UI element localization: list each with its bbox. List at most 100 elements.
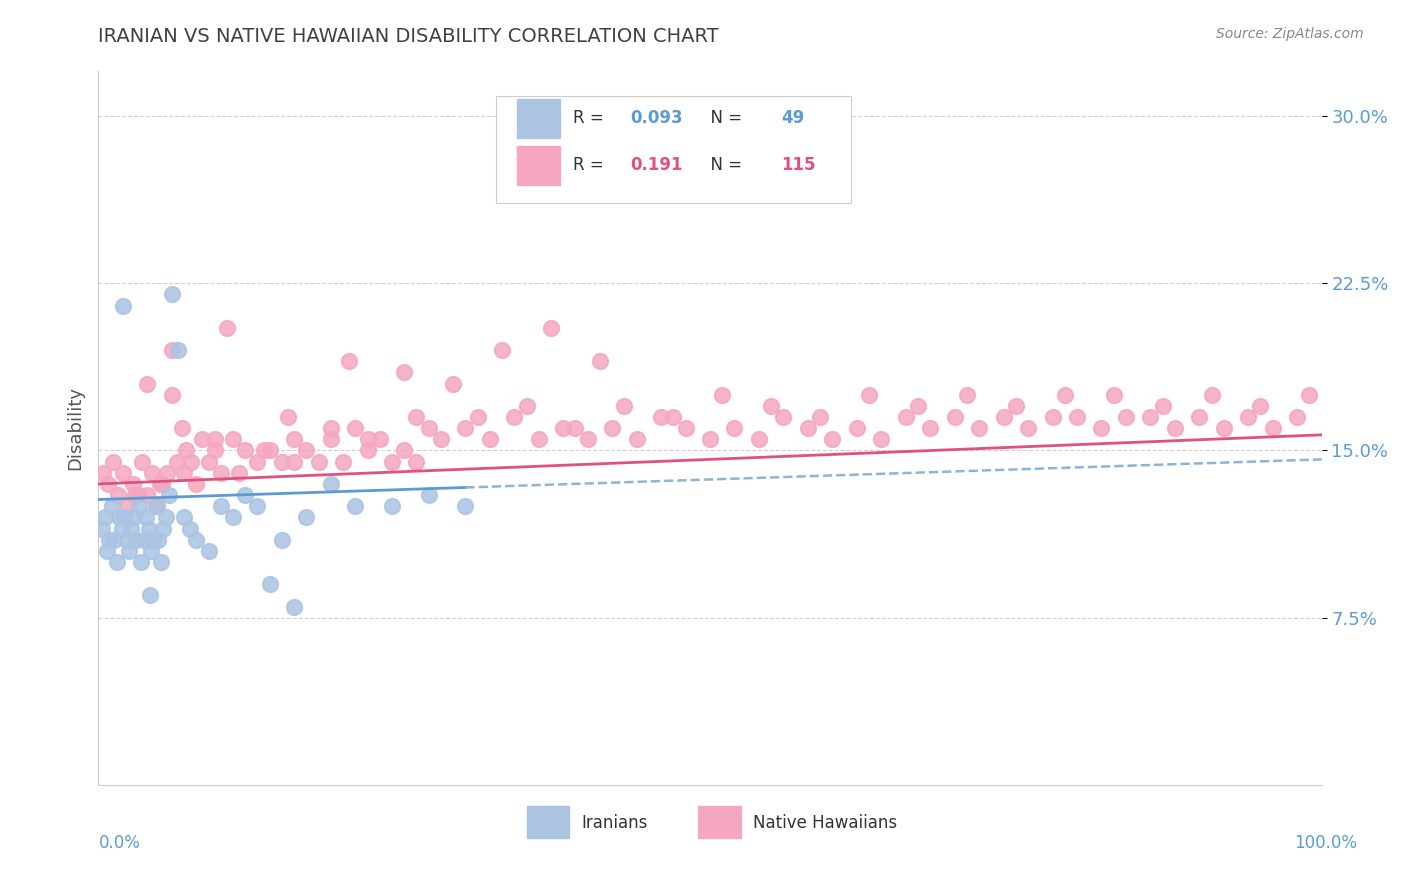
Text: IRANIAN VS NATIVE HAWAIIAN DISABILITY CORRELATION CHART: IRANIAN VS NATIVE HAWAIIAN DISABILITY CO… — [98, 27, 718, 45]
Text: Source: ZipAtlas.com: Source: ZipAtlas.com — [1216, 27, 1364, 41]
Point — [167, 343, 190, 358]
Point — [662, 410, 685, 425]
Bar — [517, 99, 560, 138]
Point — [344, 500, 367, 514]
Point — [107, 488, 129, 502]
Point — [956, 387, 979, 401]
Text: 100.0%: 100.0% — [1294, 834, 1357, 852]
Point — [1042, 410, 1064, 425]
Point — [160, 343, 183, 358]
Point — [173, 466, 195, 480]
Text: 0.093: 0.093 — [630, 109, 683, 128]
Point — [1164, 421, 1187, 435]
Point — [115, 533, 138, 547]
Point — [179, 521, 201, 535]
Point — [91, 466, 114, 480]
Point — [907, 399, 929, 413]
Point — [148, 533, 170, 547]
Point — [118, 543, 141, 558]
Point — [553, 421, 575, 435]
Point — [1115, 410, 1137, 425]
Point — [149, 555, 172, 569]
Point — [93, 510, 115, 524]
Point — [332, 455, 354, 469]
Point — [101, 500, 124, 514]
Point — [157, 488, 180, 502]
Point — [454, 421, 477, 435]
Point — [132, 533, 155, 547]
Point — [1004, 399, 1026, 413]
Point — [204, 432, 226, 446]
Point — [283, 599, 305, 614]
Point — [405, 455, 427, 469]
Point — [246, 455, 269, 469]
Point — [101, 455, 124, 469]
Point — [1261, 421, 1284, 435]
Point — [467, 410, 489, 425]
Point — [356, 432, 378, 446]
Point — [259, 577, 281, 591]
Point — [1053, 387, 1076, 401]
Bar — [517, 145, 560, 185]
Point — [176, 443, 198, 458]
Point — [454, 500, 477, 514]
Point — [103, 533, 125, 547]
Point — [125, 533, 148, 547]
Text: 0.0%: 0.0% — [98, 834, 141, 852]
Point — [170, 421, 193, 435]
Point — [155, 510, 177, 524]
Point — [319, 432, 342, 446]
Point — [129, 555, 152, 569]
Point — [1212, 421, 1234, 435]
Point — [173, 510, 195, 524]
Point — [222, 432, 245, 446]
Point — [967, 421, 990, 435]
Point — [117, 500, 139, 514]
Point — [319, 476, 342, 491]
Point — [111, 521, 134, 535]
Point — [145, 500, 167, 514]
Point — [105, 555, 128, 569]
Point — [228, 466, 250, 480]
Point — [150, 476, 173, 491]
Point — [111, 298, 134, 313]
Point — [675, 421, 697, 435]
Point — [1017, 421, 1039, 435]
Point — [858, 387, 880, 401]
Point — [650, 410, 672, 425]
Text: N =: N = — [700, 109, 748, 128]
Point — [392, 366, 416, 380]
Point — [139, 543, 162, 558]
Point — [1188, 410, 1211, 425]
Text: 115: 115 — [780, 156, 815, 174]
Point — [197, 455, 219, 469]
Text: Native Hawaiians: Native Hawaiians — [752, 814, 897, 831]
Point — [503, 410, 526, 425]
Point — [576, 432, 599, 446]
Point — [418, 421, 440, 435]
Point — [540, 320, 562, 334]
Point — [96, 543, 118, 558]
Point — [108, 510, 131, 524]
FancyBboxPatch shape — [496, 96, 851, 203]
Point — [197, 543, 219, 558]
Point — [1066, 410, 1088, 425]
Point — [894, 410, 917, 425]
Point — [270, 533, 294, 547]
Point — [283, 432, 305, 446]
Point — [191, 432, 214, 446]
Point — [124, 488, 146, 502]
Point — [131, 455, 153, 469]
Point — [589, 354, 612, 368]
Point — [761, 399, 783, 413]
Point — [160, 387, 183, 401]
Point — [723, 421, 745, 435]
Point — [233, 488, 256, 502]
Point — [441, 376, 464, 391]
Point — [283, 455, 305, 469]
Point — [121, 476, 143, 491]
Point — [152, 521, 174, 535]
Point — [1298, 387, 1320, 401]
Point — [156, 466, 179, 480]
Point — [146, 500, 169, 514]
